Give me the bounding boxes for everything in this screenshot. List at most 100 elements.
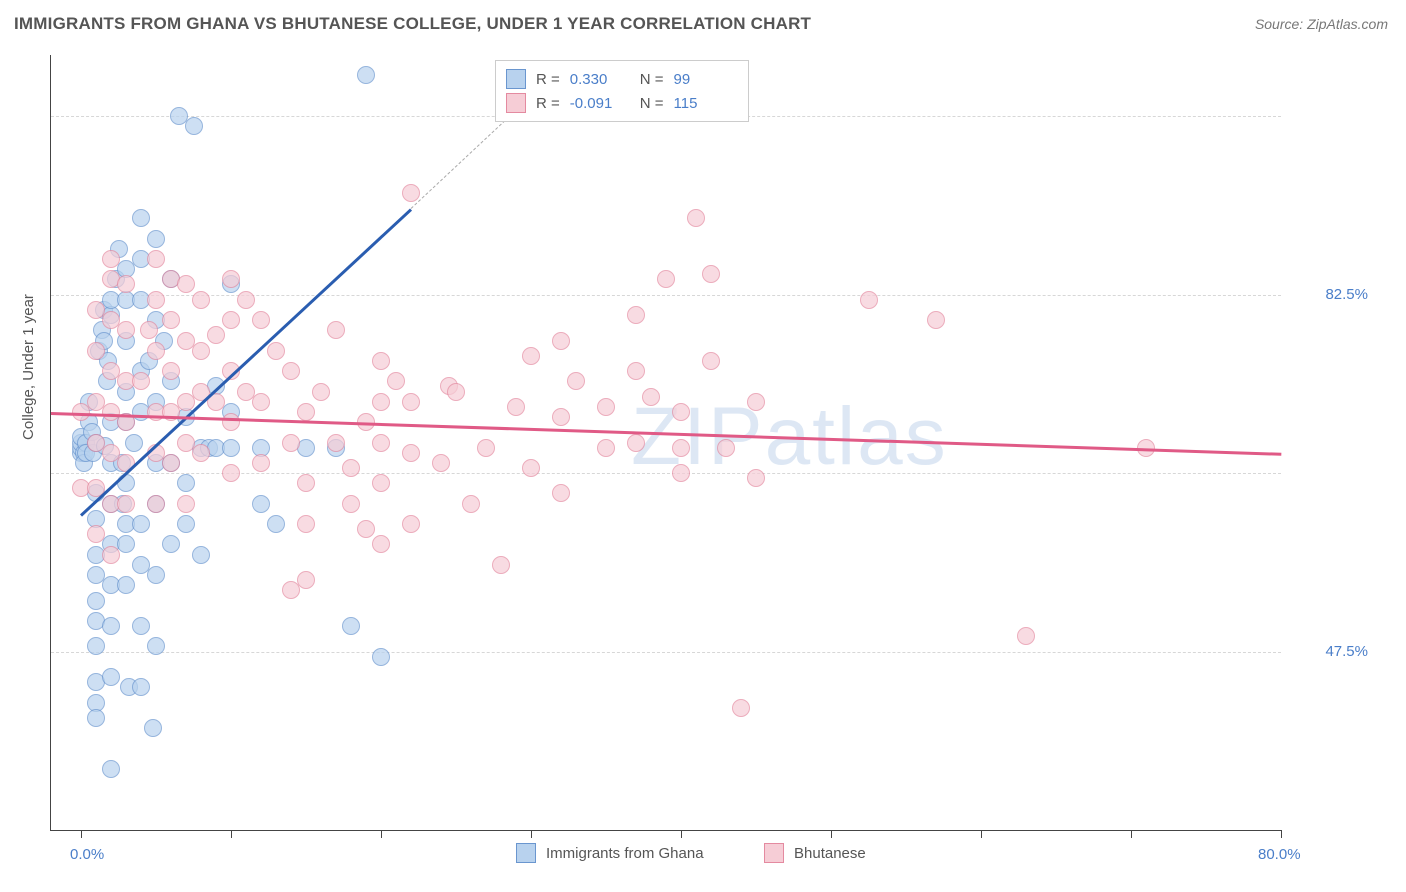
data-point-series-1 — [342, 459, 360, 477]
data-point-series-0 — [132, 515, 150, 533]
data-point-series-0 — [147, 637, 165, 655]
r-label: R = — [536, 95, 560, 112]
legend-swatch — [764, 843, 784, 863]
data-point-series-1 — [372, 535, 390, 553]
data-point-series-1 — [507, 398, 525, 416]
data-point-series-1 — [387, 372, 405, 390]
data-point-series-0 — [252, 495, 270, 513]
data-point-series-0 — [147, 230, 165, 248]
data-point-series-1 — [252, 393, 270, 411]
data-point-series-1 — [1017, 627, 1035, 645]
data-point-series-1 — [597, 398, 615, 416]
data-point-series-0 — [267, 515, 285, 533]
data-point-series-1 — [552, 332, 570, 350]
data-point-series-1 — [177, 495, 195, 513]
data-point-series-1 — [162, 362, 180, 380]
r-value: -0.091 — [570, 95, 630, 112]
data-point-series-0 — [162, 535, 180, 553]
legend-item: Bhutanese — [764, 843, 866, 863]
data-point-series-1 — [372, 434, 390, 452]
data-point-series-0 — [144, 719, 162, 737]
x-tick — [531, 830, 532, 838]
stats-row-series-1: R = -0.091 N = 115 — [506, 91, 734, 115]
data-point-series-1 — [147, 291, 165, 309]
data-point-series-1 — [297, 571, 315, 589]
x-tick — [81, 830, 82, 838]
data-point-series-0 — [132, 678, 150, 696]
data-point-series-1 — [282, 434, 300, 452]
data-point-series-1 — [672, 403, 690, 421]
data-point-series-0 — [102, 760, 120, 778]
trend-line-series-0 — [80, 208, 412, 516]
data-point-series-1 — [252, 454, 270, 472]
n-value: 115 — [674, 95, 734, 112]
r-value: 0.330 — [570, 71, 630, 88]
data-point-series-1 — [402, 444, 420, 462]
data-point-series-1 — [162, 311, 180, 329]
data-point-series-1 — [372, 474, 390, 492]
data-point-series-1 — [147, 495, 165, 513]
data-point-series-1 — [132, 372, 150, 390]
data-point-series-1 — [732, 699, 750, 717]
data-point-series-1 — [117, 495, 135, 513]
data-point-series-1 — [522, 347, 540, 365]
n-label: N = — [640, 95, 664, 112]
data-point-series-1 — [552, 484, 570, 502]
data-point-series-0 — [342, 617, 360, 635]
data-point-series-1 — [702, 352, 720, 370]
n-label: N = — [640, 71, 664, 88]
data-point-series-1 — [87, 342, 105, 360]
data-point-series-1 — [192, 291, 210, 309]
data-point-series-1 — [297, 403, 315, 421]
data-point-series-1 — [642, 388, 660, 406]
gridline-h — [51, 295, 1281, 296]
data-point-series-1 — [552, 408, 570, 426]
data-point-series-1 — [627, 362, 645, 380]
legend-swatch — [506, 93, 526, 113]
data-point-series-0 — [125, 434, 143, 452]
data-point-series-1 — [102, 250, 120, 268]
source-credit: Source: ZipAtlas.com — [1255, 16, 1388, 32]
data-point-series-1 — [402, 393, 420, 411]
data-point-series-0 — [87, 637, 105, 655]
legend-swatch — [506, 69, 526, 89]
legend-label: Bhutanese — [794, 845, 866, 862]
data-point-series-1 — [492, 556, 510, 574]
y-tick-label: 82.5% — [1298, 286, 1368, 303]
x-tick — [231, 830, 232, 838]
data-point-series-0 — [102, 668, 120, 686]
data-point-series-0 — [222, 439, 240, 457]
data-point-series-1 — [462, 495, 480, 513]
data-point-series-0 — [102, 617, 120, 635]
data-point-series-1 — [672, 439, 690, 457]
chart-title: IMMIGRANTS FROM GHANA VS BHUTANESE COLLE… — [14, 14, 811, 34]
legend-label: Immigrants from Ghana — [546, 845, 704, 862]
data-point-series-1 — [747, 393, 765, 411]
data-point-series-1 — [747, 469, 765, 487]
x-tick — [1131, 830, 1132, 838]
data-point-series-1 — [102, 546, 120, 564]
data-point-series-0 — [147, 566, 165, 584]
legend-item: Immigrants from Ghana — [516, 843, 704, 863]
stats-row-series-0: R =0.330N =99 — [506, 67, 734, 91]
data-point-series-0 — [87, 592, 105, 610]
data-point-series-0 — [132, 209, 150, 227]
x-tick-label: 0.0% — [70, 846, 104, 863]
data-point-series-1 — [192, 444, 210, 462]
data-point-series-1 — [297, 515, 315, 533]
data-point-series-1 — [222, 413, 240, 431]
data-point-series-1 — [192, 342, 210, 360]
data-point-series-1 — [342, 495, 360, 513]
x-tick — [831, 830, 832, 838]
y-axis-label: College, Under 1 year — [20, 294, 37, 440]
x-tick — [981, 830, 982, 838]
data-point-series-1 — [327, 434, 345, 452]
data-point-series-0 — [185, 117, 203, 135]
data-point-series-1 — [672, 464, 690, 482]
data-point-series-1 — [140, 321, 158, 339]
data-point-series-1 — [522, 459, 540, 477]
data-point-series-1 — [447, 383, 465, 401]
data-point-series-1 — [237, 291, 255, 309]
data-point-series-0 — [117, 535, 135, 553]
data-point-series-1 — [702, 265, 720, 283]
